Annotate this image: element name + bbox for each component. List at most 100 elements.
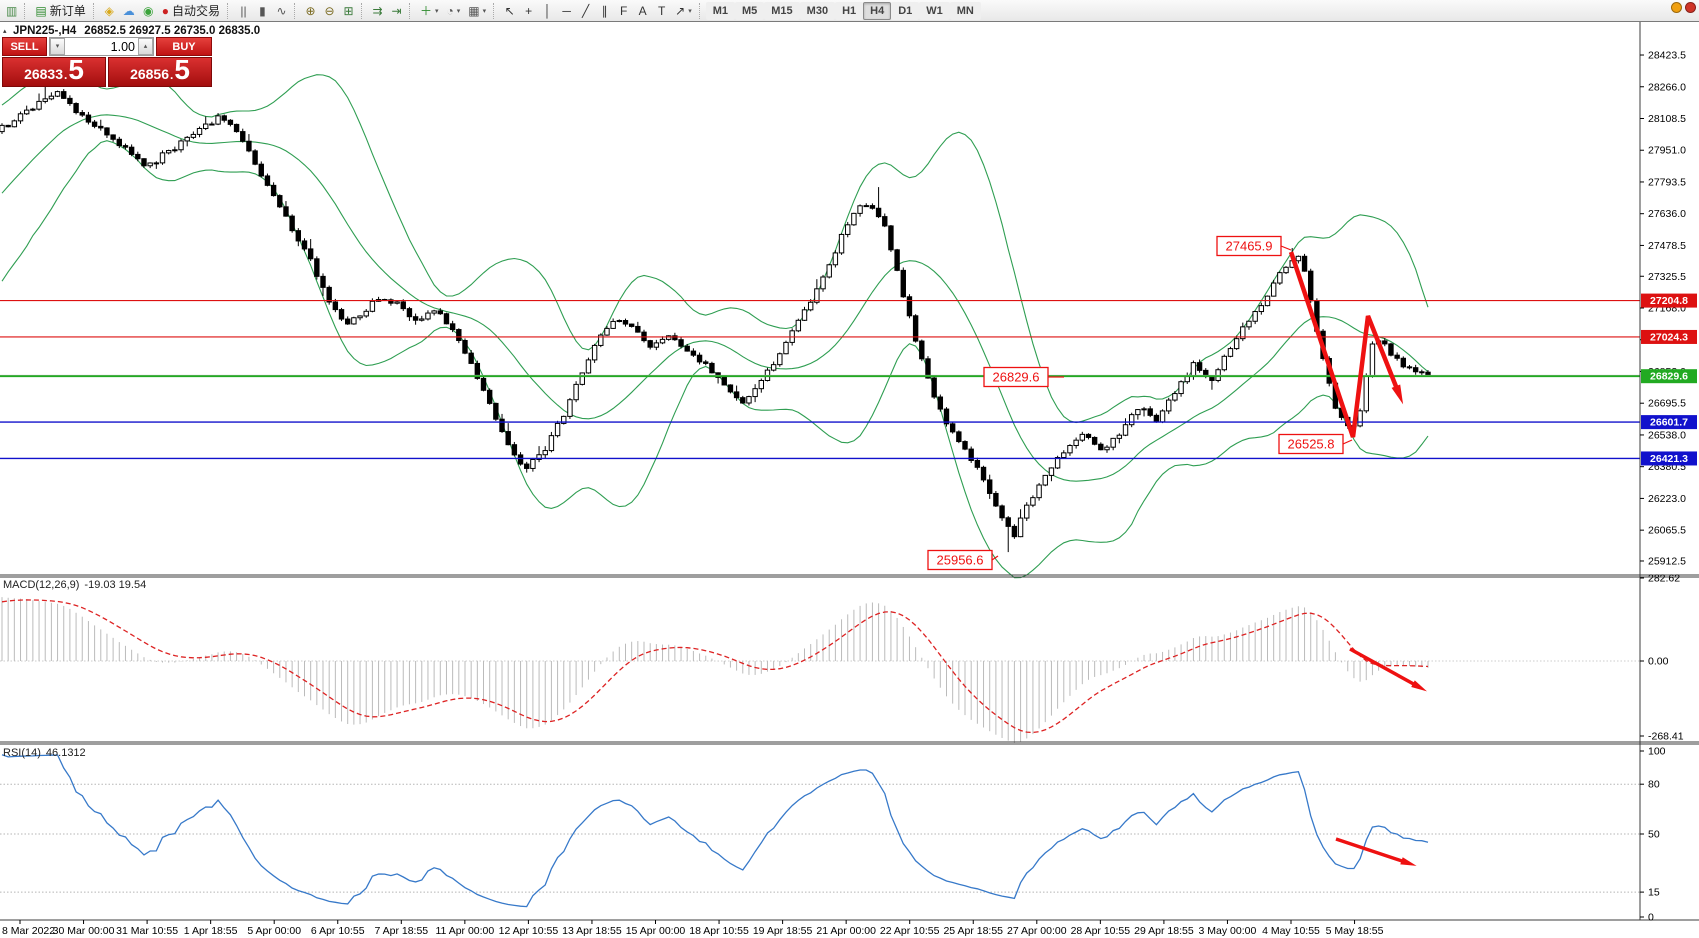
- chart-bars-icon[interactable]: ▥: [2, 1, 21, 20]
- price-axis-label: 26538.0: [1648, 429, 1686, 441]
- cloud-profiles-icon[interactable]: ☁: [119, 1, 139, 20]
- vertical-line-button[interactable]: │: [538, 1, 557, 20]
- price-axis-tag: 27204.8: [1641, 293, 1697, 308]
- zoom-in-icon[interactable]: ⊕: [301, 1, 320, 20]
- toolbar-separator: [293, 2, 298, 19]
- add-indicator-glyph: ＋: [419, 3, 432, 18]
- time-axis-label: 3 May 00:00: [1199, 925, 1257, 937]
- candlestick-chart-icon[interactable]: ▮: [253, 1, 272, 20]
- status-orange-icon: [1671, 2, 1682, 13]
- sell-price-main: 26833: [24, 66, 63, 82]
- label-button[interactable]: T: [652, 1, 671, 20]
- timeframe-w1-button[interactable]: W1: [919, 1, 950, 20]
- new-order-button-label: 新订单: [49, 4, 86, 18]
- symbol-marker-icon: ▴: [3, 28, 7, 35]
- chart-shift-icon-glyph: ⇥: [391, 3, 402, 18]
- cursor-button[interactable]: ↖: [500, 1, 519, 20]
- equidistant-channel-button[interactable]: ∥: [595, 1, 614, 20]
- macd-scale-label: 0.00: [1648, 656, 1669, 668]
- macd-scale-label: 282.62: [1648, 573, 1680, 585]
- fibonacci-button[interactable]: F: [614, 1, 633, 20]
- crosshair-button[interactable]: +: [519, 1, 538, 20]
- templates-button[interactable]: ▦ ▾: [464, 1, 490, 20]
- eraser-icon[interactable]: ◈: [100, 1, 119, 20]
- price-axis-label: 28423.5: [1648, 50, 1686, 62]
- auto-scroll-icon[interactable]: ⇉: [368, 1, 387, 20]
- rsi-line: [1, 754, 1429, 908]
- cloud-profiles-icon-glyph: ☁: [122, 3, 135, 18]
- toolbar-separator: [92, 2, 97, 19]
- sell-price-button[interactable]: 26833. 5: [2, 56, 106, 87]
- bollinger-bands: [1, 72, 1429, 579]
- timeframe-m15-button[interactable]: M15: [764, 1, 800, 20]
- timeframe-m5-button[interactable]: M5: [734, 1, 765, 20]
- toolbar-separator: [698, 2, 703, 19]
- tile-windows-icon[interactable]: ⊞: [339, 1, 358, 20]
- line-chart-icon[interactable]: ∿: [272, 1, 291, 20]
- trendline-button[interactable]: ╱: [576, 1, 595, 20]
- new-order-button[interactable]: ▤ 新订单: [31, 1, 89, 20]
- time-axis-label: 5 May 18:55: [1326, 925, 1384, 937]
- price-annotation[interactable]: 26525.8: [1278, 433, 1353, 455]
- timeframe-h1-button[interactable]: H1: [835, 1, 864, 20]
- timeframe-mn-button[interactable]: MN: [949, 1, 981, 20]
- crosshair-glyph: +: [525, 3, 533, 18]
- macd-arrow[interactable]: [1349, 647, 1427, 692]
- sell-button[interactable]: SELL: [2, 37, 47, 56]
- line-chart-icon-glyph: ∿: [276, 3, 287, 18]
- volume-increase-button[interactable]: ▴: [138, 38, 153, 55]
- buy-price-button[interactable]: 26856. 5: [108, 56, 212, 87]
- text-button[interactable]: A: [633, 1, 652, 20]
- price-annotation[interactable]: 26829.6: [983, 366, 1064, 388]
- volume-decrease-button[interactable]: ▾: [50, 38, 65, 55]
- price-axis-label: 26065.5: [1648, 525, 1686, 537]
- rsi-name: RSI(14): [3, 747, 41, 759]
- rsi-arrow[interactable]: [1335, 837, 1417, 866]
- timeframe-m1-button[interactable]: M1: [705, 1, 735, 20]
- time-axis-label: 12 Apr 10:55: [499, 925, 559, 937]
- buy-button[interactable]: BUY: [156, 37, 212, 56]
- one-click-trading-panel: SELL ▾ ▴ BUY 26833.5 26856.5: [2, 37, 212, 87]
- auto-scroll-icon-glyph: ⇉: [372, 3, 383, 18]
- time-axis-label: 11 Apr 00:00: [435, 925, 494, 937]
- price-annotation[interactable]: 25956.6: [927, 549, 999, 571]
- svg-text:26525.8: 26525.8: [1288, 437, 1335, 452]
- candlesticks: [0, 60, 1431, 553]
- timeframe-h4-button[interactable]: H4: [863, 1, 892, 20]
- horizontal-line-button[interactable]: ─: [557, 1, 576, 20]
- bb-upper-band: [1, 72, 1429, 424]
- price-axis-label: 27951.0: [1648, 145, 1686, 157]
- zoom-out-icon[interactable]: ⊖: [320, 1, 339, 20]
- volume-input[interactable]: [65, 38, 138, 55]
- macd-name: MACD(12,26,9): [3, 579, 80, 591]
- periods-button[interactable]: ◔ ▾: [443, 1, 465, 20]
- timeframe-d1-button[interactable]: D1: [891, 1, 920, 20]
- time-axis-label: 4 May 10:55: [1262, 925, 1320, 937]
- trend-arrow[interactable]: [1288, 251, 1404, 438]
- signal-icon[interactable]: ◉: [139, 1, 158, 20]
- rsi-scale-label: 15: [1648, 887, 1660, 899]
- timeframe-m30-button[interactable]: M30: [799, 1, 836, 20]
- rsi-scale-label: 0: [1648, 912, 1654, 924]
- toolbar-separator: [360, 2, 365, 19]
- svg-text:26601.7: 26601.7: [1650, 417, 1688, 429]
- fibonacci-glyph: F: [619, 3, 628, 18]
- time-axis-label: 1 Apr 18:55: [184, 925, 238, 937]
- time-axis-label: 28 Apr 10:55: [1071, 925, 1131, 937]
- bar-chart-icon[interactable]: ||: [234, 1, 253, 20]
- add-indicator-button[interactable]: ＋ ▾: [416, 1, 443, 20]
- price-axis-label: 26223.0: [1648, 493, 1686, 505]
- price-annotation[interactable]: 27465.9: [1216, 235, 1292, 257]
- time-axis-label: 21 Apr 00:00: [816, 925, 876, 937]
- chart-shift-icon[interactable]: ⇥: [387, 1, 406, 20]
- chart-bars-icon-glyph: ▥: [6, 3, 18, 18]
- zoom-out-icon-glyph: ⊖: [324, 3, 335, 18]
- arrows-button[interactable]: ↗ ▾: [671, 1, 696, 20]
- price-axis-tag: 26601.7: [1641, 415, 1697, 430]
- time-axis-label: 18 Apr 10:55: [689, 925, 749, 937]
- autotrade-button[interactable]: ● 自动交易: [158, 1, 224, 20]
- autotrade-glyph: ●: [161, 3, 169, 18]
- zoom-in-icon-glyph: ⊕: [305, 3, 316, 18]
